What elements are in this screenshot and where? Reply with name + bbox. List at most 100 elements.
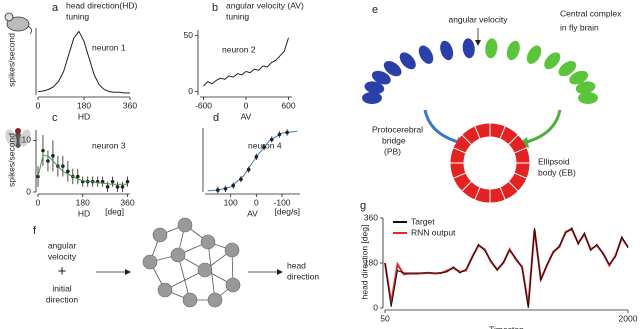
panel-letter: a xyxy=(52,2,59,14)
label: angular velocity xyxy=(448,14,508,24)
glomerulus xyxy=(383,60,402,77)
glomerulus xyxy=(371,70,391,85)
y-tick-label: 0 xyxy=(26,186,31,196)
ring-divider xyxy=(513,147,528,154)
ring-divider xyxy=(474,125,481,140)
panel-letter: d xyxy=(213,112,219,124)
node xyxy=(142,254,158,270)
point xyxy=(41,148,45,153)
arrowhead xyxy=(475,40,481,46)
node xyxy=(177,217,193,233)
glomerulus xyxy=(558,60,577,77)
point xyxy=(51,154,55,158)
ring-divider xyxy=(508,134,519,145)
node xyxy=(200,234,216,250)
arrowhead xyxy=(277,269,283,275)
glomerulus xyxy=(578,92,598,104)
ring-divider xyxy=(474,186,481,201)
point xyxy=(66,169,70,174)
glomerulus xyxy=(399,52,416,70)
x-tick-label: 360 xyxy=(120,197,134,207)
label: + xyxy=(58,263,67,280)
ring-divider xyxy=(513,172,528,179)
node xyxy=(152,227,168,243)
point xyxy=(239,177,243,181)
panel-letter: b xyxy=(212,2,218,14)
x-axis-label: HD xyxy=(78,111,90,121)
node xyxy=(207,292,223,308)
point xyxy=(269,137,274,142)
y-tick-label: 180 xyxy=(364,257,378,267)
label: (PB) xyxy=(384,146,401,156)
x-axis-label: Timestep xyxy=(489,324,524,329)
y-tick-label: 0 xyxy=(188,86,193,96)
panel-letter: f xyxy=(33,225,37,237)
panel-e: e angular velocity Central complex in fl… xyxy=(362,4,622,203)
glomerulus xyxy=(506,40,520,61)
annotation: neuron 2 xyxy=(222,44,256,54)
point xyxy=(120,185,125,189)
point xyxy=(100,179,105,184)
label: bridge xyxy=(382,135,406,145)
y-tick-label: 360 xyxy=(364,212,378,222)
legend-label: RNN output xyxy=(411,227,456,237)
x-tick-label: -600 xyxy=(195,100,212,110)
y-tick-label: 0 xyxy=(373,302,378,312)
line xyxy=(37,30,130,94)
chart-title: angular velocity (AV) xyxy=(226,0,304,10)
y-axis-label: spikes/second xyxy=(6,133,16,187)
label: in fly brain xyxy=(560,22,599,32)
x-tick-label: -100 xyxy=(274,197,291,207)
y-axis-label: head direction [deg] xyxy=(359,225,369,300)
ellipsoid-body xyxy=(450,123,530,203)
node xyxy=(197,262,213,278)
glomerulus xyxy=(440,40,454,61)
point xyxy=(110,179,115,184)
node xyxy=(170,247,186,263)
arrow xyxy=(522,109,562,145)
point xyxy=(61,164,65,168)
point xyxy=(223,187,228,191)
label: Central complex xyxy=(560,8,622,18)
label: head xyxy=(287,260,306,270)
panel-letter: g xyxy=(360,200,366,212)
glomerulus xyxy=(418,45,434,64)
label: direction xyxy=(46,294,78,304)
x-tick-label: 50 xyxy=(380,313,390,323)
ring-divider xyxy=(452,172,467,179)
point xyxy=(216,188,220,192)
x-unit-label: [deg] xyxy=(105,206,124,216)
node xyxy=(224,242,240,258)
point xyxy=(254,155,259,159)
network xyxy=(142,217,241,308)
ring-divider xyxy=(499,186,506,201)
glomerulus xyxy=(569,70,589,85)
x-tick-label: 100 xyxy=(224,197,238,207)
point xyxy=(285,130,289,135)
line xyxy=(203,37,289,87)
label: velocity xyxy=(48,251,77,261)
x-tick-label: 0 xyxy=(36,100,41,110)
ring-divider xyxy=(461,134,472,145)
legend-label: Target xyxy=(411,216,435,226)
glomerulus xyxy=(544,52,561,70)
glomerulus xyxy=(362,92,382,104)
x-tick-label: 0 xyxy=(36,197,41,207)
panel-letter: e xyxy=(372,4,378,16)
x-tick-label: 360 xyxy=(123,100,137,110)
mouse-icon xyxy=(4,12,32,35)
point xyxy=(115,185,120,189)
point xyxy=(75,174,80,179)
x-axis-label: AV xyxy=(241,111,252,121)
chart-title: tuning xyxy=(66,11,89,21)
arrowhead xyxy=(125,269,131,275)
x-tick-label: 180 xyxy=(77,100,91,110)
line xyxy=(37,155,128,185)
x-tick-label: 180 xyxy=(76,197,90,207)
fly-icon xyxy=(5,128,31,148)
arrow xyxy=(423,109,463,145)
line xyxy=(384,228,629,306)
line xyxy=(384,227,629,309)
x-tick-label: 0 xyxy=(254,197,259,207)
